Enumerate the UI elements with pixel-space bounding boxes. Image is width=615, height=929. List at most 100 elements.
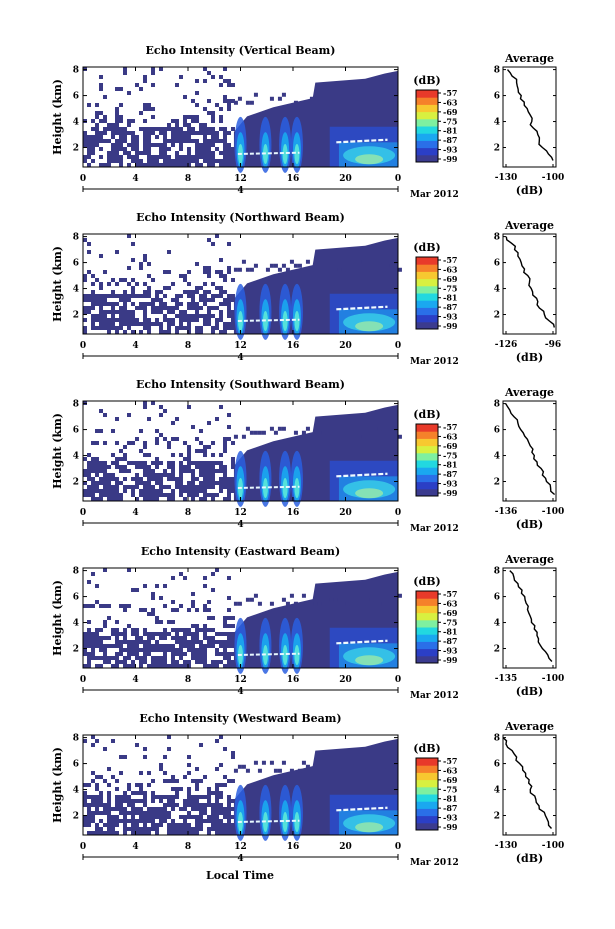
echo-cell	[131, 664, 135, 668]
echo-cell	[111, 489, 115, 493]
echo-cell	[131, 823, 135, 827]
echo-cell	[223, 664, 227, 668]
echo-cell	[199, 660, 203, 664]
echo-cell	[127, 266, 131, 270]
echo-cell	[397, 267, 402, 272]
colorbar-tick-label: -57	[443, 255, 457, 265]
echo-cell	[219, 294, 223, 298]
echo-cell	[269, 601, 274, 606]
echo-cell	[211, 461, 215, 465]
echo-cell	[215, 660, 219, 664]
echo-cell	[365, 267, 370, 272]
echo-cell	[195, 159, 199, 163]
echo-cell	[183, 131, 187, 135]
echo-cell	[131, 632, 135, 636]
echo-cell	[163, 314, 167, 318]
echo-cell	[309, 267, 314, 272]
echo-cell	[111, 644, 115, 648]
echo-cell	[227, 270, 231, 274]
echo-cell	[83, 326, 87, 330]
echo-cell	[139, 151, 143, 155]
echo-cell	[87, 819, 91, 823]
echo-cell	[107, 815, 111, 819]
echo-cell	[207, 159, 211, 163]
x-tick-label: 20	[339, 341, 352, 351]
echo-cell	[179, 453, 183, 457]
echo-cell	[219, 107, 223, 111]
y-tick-label: 4	[73, 452, 79, 462]
echo-cell	[211, 314, 215, 318]
echo-cell	[187, 306, 191, 310]
echo-cell	[313, 601, 318, 606]
echo-column	[282, 645, 288, 666]
echo-cell	[349, 259, 354, 264]
echo-cell	[127, 326, 131, 330]
echo-cell	[195, 330, 199, 334]
y-tick-label: 2	[73, 144, 79, 154]
echo-cell	[143, 461, 147, 465]
colorbar-tick-label: -87	[443, 302, 457, 312]
echo-cell	[119, 771, 123, 775]
echo-cell	[191, 481, 195, 485]
echo-cell	[95, 314, 99, 318]
echo-cell	[175, 119, 179, 123]
echo-cell	[123, 453, 127, 457]
echo-cell	[107, 473, 111, 477]
echo-cell	[231, 457, 235, 461]
echo-cell	[87, 628, 91, 632]
echo-cell	[111, 497, 115, 501]
echo-cell	[203, 449, 207, 453]
echo-cell	[227, 640, 231, 644]
echo-cell	[115, 123, 119, 127]
y-tick-label: 8	[73, 400, 79, 410]
echo-cell	[159, 127, 163, 131]
echo-cell	[203, 485, 207, 489]
echo-cell	[171, 664, 175, 668]
echo-cell	[329, 597, 334, 602]
echo-cell	[191, 477, 195, 481]
echo-cell	[83, 819, 87, 823]
echo-cell	[199, 131, 203, 135]
echo-cell	[159, 799, 163, 803]
echo-cell	[155, 437, 159, 441]
echo-cell	[135, 155, 139, 159]
echo-cell	[115, 640, 119, 644]
echo-cell	[191, 807, 195, 811]
echo-cell	[119, 127, 123, 131]
echo-cell	[135, 83, 139, 87]
panel-3: Echo Intensity (Eastward Beam)2468Height…	[51, 545, 564, 701]
x-tick-label: 16	[287, 174, 300, 184]
echo-cell	[389, 760, 394, 765]
echo-cell	[99, 286, 103, 290]
date-label: 4	[237, 520, 243, 530]
echo-cell	[119, 135, 123, 139]
echo-cell	[127, 234, 131, 238]
echo-cell	[159, 413, 163, 417]
colorbar-tick-label: -81	[443, 293, 457, 303]
echo-cell	[187, 644, 191, 648]
echo-cell	[187, 147, 191, 151]
echo-cell	[91, 457, 95, 461]
echo-cell	[99, 75, 103, 79]
echo-cell	[119, 87, 123, 91]
echo-cell	[123, 819, 127, 823]
echo-cell	[203, 803, 207, 807]
echo-cell	[183, 159, 187, 163]
echo-cell	[183, 815, 187, 819]
echo-cell	[199, 465, 203, 469]
colorbar-swatch	[416, 111, 438, 120]
echo-cell	[231, 815, 235, 819]
x-tick-label: 16	[287, 842, 300, 852]
x-tick-label: 4	[132, 842, 138, 852]
echo-cell	[277, 96, 282, 101]
echo-cell	[143, 640, 147, 644]
echo-cell	[103, 477, 107, 481]
echo-cell	[99, 111, 103, 115]
echo-cell	[103, 461, 107, 465]
colorbar-swatch	[416, 460, 438, 468]
echo-cell	[103, 139, 107, 143]
echo-cell	[131, 143, 135, 147]
echo-cell	[171, 437, 175, 441]
echo-cell	[131, 660, 135, 664]
echo-cell	[107, 322, 111, 326]
